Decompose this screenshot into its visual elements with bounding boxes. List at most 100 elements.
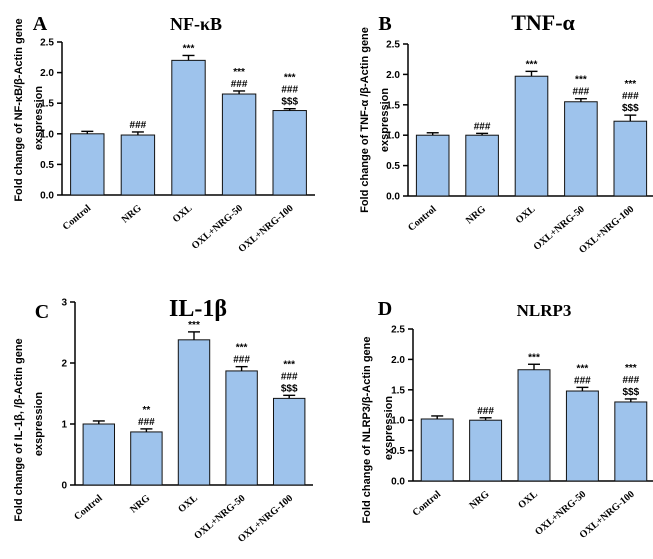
panel-d-bar-0: [420, 418, 454, 482]
panel-d-significance: ***: [577, 363, 589, 374]
panel-b-significance: $$$: [622, 103, 639, 114]
panel-a-significance: ###: [231, 79, 248, 90]
panel-c-significance: ###: [233, 355, 250, 366]
panel-a-significance: ***: [233, 67, 245, 78]
panel-c-significance: **: [143, 405, 151, 416]
panel-c-ylabel-2: exspression: [33, 392, 45, 456]
panel-d-ylabel: Fold change of NLRP3/β-Actin gene: [361, 337, 373, 524]
panel-b-bar-3: [564, 101, 598, 197]
panel-a-category-label: NRG: [120, 203, 144, 226]
panel-d-significance: ###: [477, 406, 494, 417]
panel-b-y-tick-label: 2.5: [386, 40, 400, 51]
panel-d: D NLRP3 Fold change of NLRP3/β-Actin gene e…: [361, 298, 653, 541]
panel-b-significance: ***: [526, 59, 538, 70]
panel-d-y-tick-label: 0.5: [391, 446, 405, 457]
panel-b-significance: ***: [575, 75, 587, 86]
panel-d-y-tick-label: 2.0: [391, 355, 405, 366]
panel-a-y-tick-label: 0.0: [40, 191, 54, 202]
panel-c-title: IL-1β: [169, 296, 227, 322]
panel-c-letter: C: [35, 301, 49, 323]
panel-a-bar-0: [70, 133, 105, 196]
panel-d-title: NLRP3: [517, 301, 572, 320]
panel-d-bar-3: [565, 390, 599, 482]
panel-c: C IL-1β Fold change of IL-1β, /β-Actin gen…: [13, 296, 313, 545]
panel-c-significance: ###: [138, 417, 155, 428]
panel-b-significance: ***: [624, 79, 636, 90]
panel-b-bar-1: [465, 134, 499, 197]
panel-b-y-tick-label: 0.5: [386, 161, 400, 172]
panel-c-category-label: OXL: [176, 493, 200, 516]
panel-b-title: TNF-α: [511, 10, 575, 35]
panel-a-title: NF-κB: [170, 14, 222, 34]
panel-c-bar-3: [225, 370, 258, 486]
panel-b-y-tick-label: 2.0: [386, 70, 400, 81]
panel-c-bar-0: [82, 423, 116, 486]
panel-b-significance: ###: [573, 87, 590, 98]
panel-b: B TNF-α Fold change of TNF-α /β-Actin gene…: [359, 10, 653, 256]
panel-b-ylabel: Fold change of TNF-α /β-Actin gene: [359, 27, 371, 213]
panel-d-bar-1: [469, 419, 503, 482]
panel-b-letter: B: [378, 13, 391, 35]
panel-b-y-tick-label: 1.5: [386, 100, 400, 111]
panel-b-ylabel-2: exspression: [379, 88, 391, 152]
panel-a-ylabel: Fold change of NF-κB/β-Actin gene: [13, 18, 25, 201]
panel-b-y-tick-label: 1.0: [386, 131, 400, 142]
panel-a-y-tick-label: 2.5: [40, 38, 54, 49]
panel-c-category-label: NRG: [128, 493, 152, 516]
panel-c-y-tick-label: 2: [61, 359, 67, 370]
panel-a-y-tick-label: 2.0: [40, 68, 54, 79]
panel-c-significance: ###: [281, 371, 298, 382]
panel-d-significance: ###: [622, 375, 639, 386]
panel-c-y-tick-label: 3: [61, 298, 67, 309]
panel-c-significance: ***: [236, 343, 248, 354]
panel-d-bar-4: [614, 401, 648, 482]
panel-a-bar-3: [221, 93, 257, 196]
panel-d-significance: ###: [574, 375, 591, 386]
panel-c-significance: ***: [283, 359, 295, 370]
panel-c-bar-1: [130, 431, 163, 486]
panel-a-significance: ***: [183, 43, 195, 54]
panel-c-y-tick-label: 0: [61, 481, 67, 492]
panel-b-significance: ###: [474, 121, 491, 132]
panel-b-y-tick-label: 0.0: [386, 192, 400, 203]
panel-a-category-label: OXL+NRG-50: [190, 203, 245, 252]
panel-c-ylabel: Fold change of IL-1β, /β-Actin gene: [13, 338, 25, 521]
panel-d-y-tick-label: 2.5: [391, 325, 405, 336]
panel-a-category-label: OXL: [171, 203, 195, 226]
panel-c-bar-4: [272, 397, 306, 486]
panel-d-significance: ***: [625, 363, 637, 374]
panel-c-bar-2: [177, 339, 211, 486]
panel-a-significance: ***: [284, 73, 296, 84]
panel-d-significance: ***: [528, 352, 540, 363]
panel-a-y-tick-label: 1.0: [40, 129, 54, 140]
panel-b-bar-0: [415, 134, 450, 197]
panel-a-bar-1: [120, 134, 156, 196]
panel-a-y-tick-label: 0.5: [40, 160, 54, 171]
panel-a-bar-4: [272, 110, 307, 196]
panel-d-y-tick-label: 1.0: [391, 416, 405, 427]
panel-d-category-label: Control: [411, 489, 444, 519]
panel-a-significance: $$$: [281, 97, 298, 108]
panel-b-bar-4: [613, 120, 648, 197]
panel-d-letter: D: [378, 298, 392, 320]
panel-a-letter: A: [33, 13, 48, 35]
panel-d-ylabel-2: exspression: [383, 396, 395, 460]
panel-a-significance: ###: [281, 85, 298, 96]
panel-a-significance: ###: [130, 120, 147, 131]
panel-b-category-label: NRG: [464, 204, 488, 227]
panel-a-category-label: OXL+NRG-100: [237, 203, 296, 255]
panel-b-category-label: OXL: [514, 204, 538, 227]
panel-c-y-tick-label: 1: [61, 420, 67, 431]
panel-d-category-label: OXL: [516, 489, 540, 512]
panel-a-y-tick-label: 1.5: [40, 99, 54, 110]
panel-a: A NF-κB Fold change of NF-κB/β-Actin gene e…: [13, 13, 315, 255]
panel-a-bar-2: [171, 59, 206, 196]
panel-d-y-tick-label: 1.5: [391, 385, 405, 396]
panel-a-category-label: Control: [61, 203, 94, 233]
panel-b-bar-2: [514, 75, 549, 197]
panel-d-bar-2: [517, 369, 551, 482]
panel-c-category-label: Control: [72, 493, 105, 523]
panel-b-category-label: Control: [406, 204, 439, 234]
panel-a-ylabel-2: exspression: [33, 86, 45, 150]
